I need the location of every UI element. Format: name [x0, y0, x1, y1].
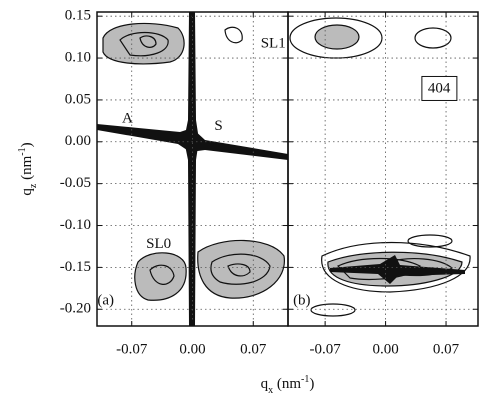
axis-label-part: q: [19, 188, 35, 196]
axis-label-part: -1: [17, 147, 28, 155]
contour-line: [321, 241, 471, 293]
x-tick-label: 0.00: [372, 341, 398, 357]
y-tick-label: 0.05: [65, 91, 91, 107]
y-tick-label: 0.15: [65, 8, 91, 24]
axis-label-part: (nm: [19, 155, 35, 183]
contour-blob: [314, 24, 360, 50]
annotation: (a): [97, 292, 114, 308]
x-tick-label: 0.07: [433, 341, 460, 357]
y-tick-label: 0.00: [65, 133, 91, 149]
y-tick-label: -0.05: [60, 175, 91, 191]
annotation: SL1: [261, 35, 286, 51]
x-tick-label: 0.07: [240, 341, 267, 357]
axis-label-part: q: [261, 376, 269, 392]
axis-label-part: -1: [301, 374, 309, 385]
axis-label-part: ): [19, 142, 35, 147]
contour-blob: [197, 239, 285, 299]
x-tick-label: -0.07: [310, 341, 342, 357]
contour-blob: [102, 22, 185, 65]
annotation: A: [122, 111, 133, 127]
y-tick-label: -0.15: [60, 259, 91, 275]
y-tick-label: -0.20: [60, 301, 91, 317]
x-tick-label: -0.07: [116, 341, 148, 357]
plot-frame: [287, 11, 479, 327]
contour-line: [119, 31, 169, 57]
annotation: 404: [428, 80, 451, 96]
contour-line: [149, 253, 271, 285]
axis-label-part: x: [268, 385, 273, 396]
contour-line: [407, 234, 453, 248]
contours: [97, 12, 471, 326]
contour-blob: [134, 252, 187, 301]
x-tick-label: 0.00: [179, 341, 205, 357]
annotation: SL0: [146, 236, 171, 252]
contour-core: [330, 255, 465, 284]
contour-line: [289, 17, 383, 59]
y-tick-label: 0.10: [65, 49, 91, 65]
axis-label-part: (nm: [273, 376, 301, 392]
contour-line: [224, 26, 243, 44]
annotation: (b): [293, 292, 311, 308]
axis-label: qz (nm-1): [17, 142, 39, 195]
axis-label-part: z: [28, 183, 39, 188]
annotation-box: [421, 75, 458, 101]
vertical-streak: [184, 12, 199, 326]
y-tick-label: -0.10: [60, 217, 91, 233]
axis-label-part: ): [309, 376, 314, 392]
contour-line: [414, 27, 452, 49]
annotation: S: [214, 118, 222, 134]
axis-label: qx (nm-1): [261, 374, 315, 396]
contour-line: [310, 303, 356, 317]
